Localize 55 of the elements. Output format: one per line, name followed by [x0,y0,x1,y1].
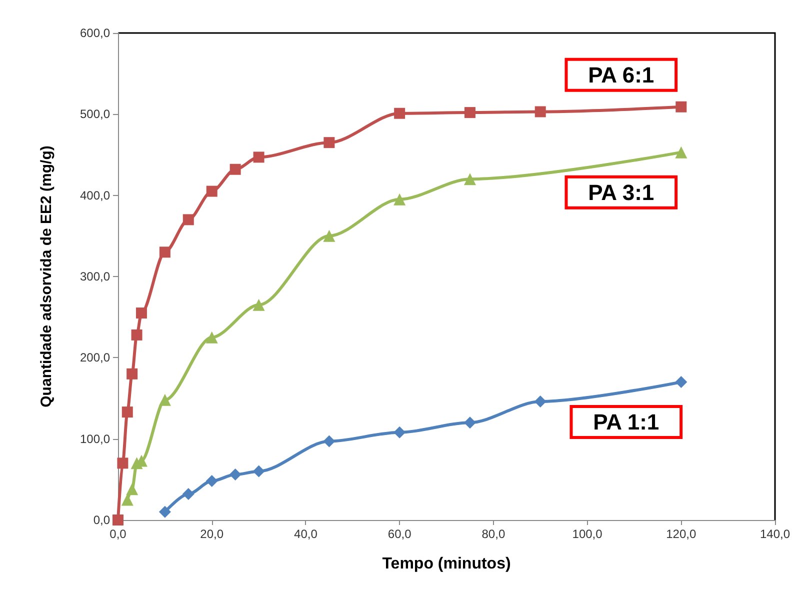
point [206,475,218,488]
point [126,483,138,496]
x-tick-label: 140,0 [760,527,790,541]
x-tick-label: 20,0 [200,527,224,541]
x-axis-title: Tempo (minutos) [382,556,511,572]
point [159,246,170,258]
point [394,108,406,119]
point [252,465,265,478]
point [230,164,241,175]
point [253,152,264,163]
point [158,506,171,518]
point [229,468,242,481]
point [676,101,687,112]
y-tick-label: 500,0 [80,107,110,122]
point [126,368,138,380]
y-tick-label: 100,0 [80,432,110,446]
point [394,193,406,206]
y-tick-label: 200,0 [80,350,110,365]
point [323,435,336,448]
point [464,416,476,429]
point [182,488,194,500]
point [117,458,128,469]
point [534,395,546,408]
point [112,514,124,526]
point [121,494,134,506]
x-tick-label: 100,0 [572,527,603,541]
point [534,106,546,118]
series-label: PA 1:1 [593,410,660,435]
y-axis-title: Quantidade adsorvida de EE2 (mg/g) [38,146,55,408]
point [206,331,218,344]
x-tick-label: 0,0 [110,527,127,541]
point [182,214,194,226]
x-tick-label: 60,0 [388,527,412,541]
point [252,298,265,311]
y-tick-label: 600,0 [80,26,110,40]
point [136,308,147,319]
point [464,173,476,186]
point [131,329,142,340]
series-label: PA 6:1 [588,62,654,88]
point [206,186,218,197]
y-tick-label: 400,0 [80,188,110,202]
point [323,230,336,242]
x-tick-label: 40,0 [294,527,318,541]
series-label: PA 3:1 [588,180,654,205]
point [675,146,688,158]
y-tick-label: 0,0 [93,513,110,527]
x-tick-label: 120,0 [666,527,696,541]
x-tick-label: 80,0 [482,527,506,541]
point [394,426,406,438]
point [158,394,171,406]
point [324,137,335,148]
y-tick-label: 300,0 [80,270,110,284]
point [464,107,476,118]
point [122,406,133,418]
point [675,376,688,388]
